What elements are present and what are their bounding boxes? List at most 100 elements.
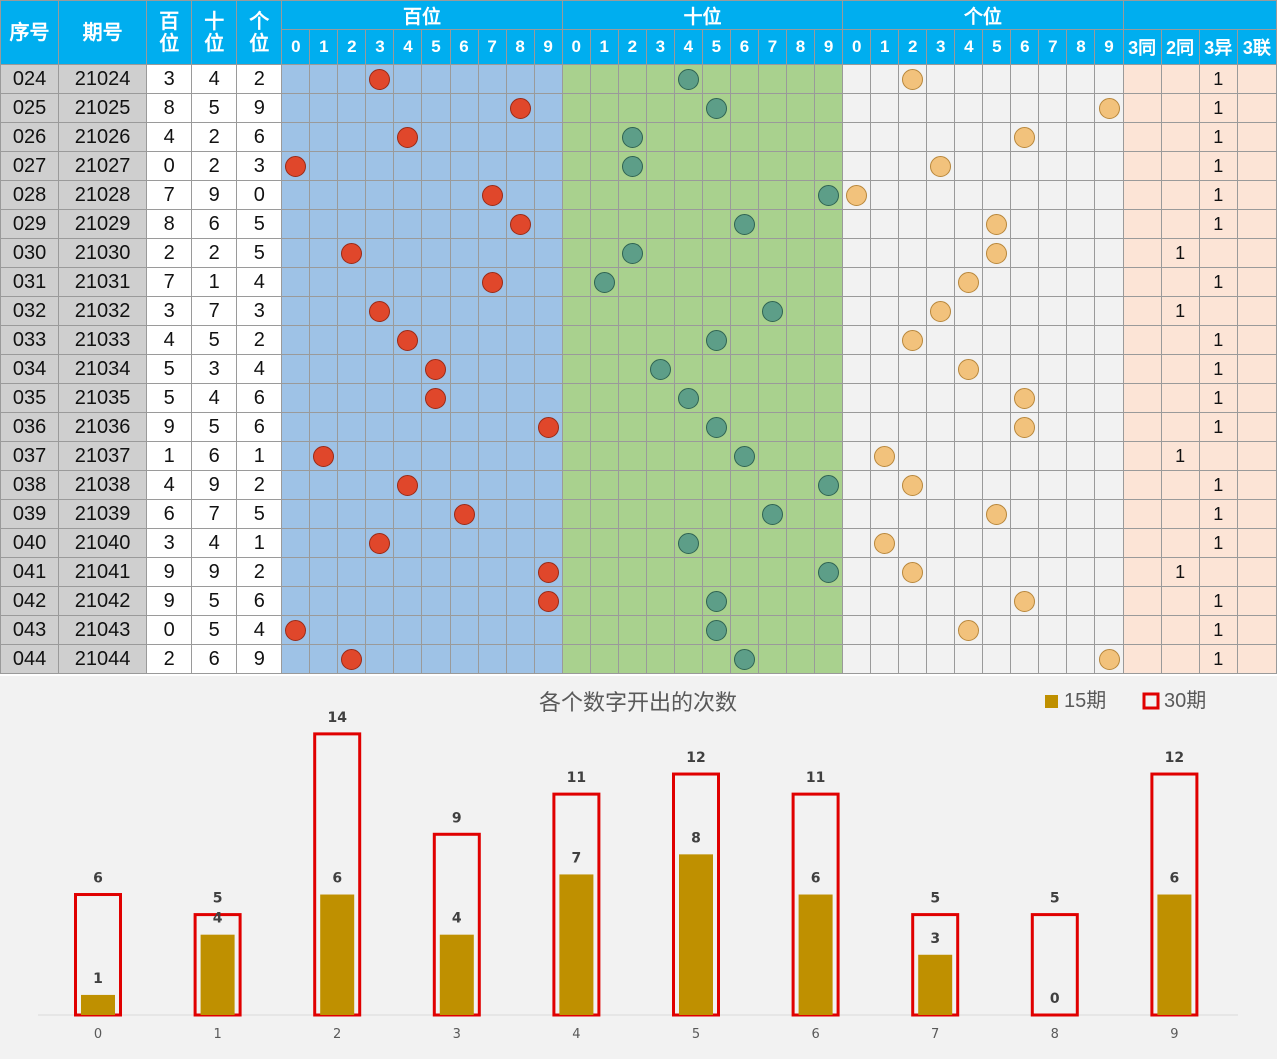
issue-cell: 21042 xyxy=(58,586,148,616)
bai-digit-cell xyxy=(365,557,395,587)
bai-digit-cell xyxy=(533,296,563,326)
ge-digit-cell xyxy=(1010,412,1040,442)
summary-cell xyxy=(1236,267,1277,297)
ge-digit-cell xyxy=(870,267,900,297)
shi-digit-cell xyxy=(617,354,647,384)
bai-digit-cell xyxy=(281,412,311,442)
bai-value-cell: 8 xyxy=(146,93,193,123)
ge-digit-cell xyxy=(954,470,984,500)
ge-ball-marker xyxy=(930,155,952,177)
shi-value-cell: 2 xyxy=(191,238,238,268)
x-tick-label: 6 xyxy=(811,1027,819,1042)
ge-digit-cell xyxy=(870,528,900,558)
summary-cell: 1 xyxy=(1198,528,1238,558)
shi-digit-cell xyxy=(785,267,816,297)
bai-digit-cell xyxy=(337,354,367,384)
ge-digit-cell xyxy=(1094,180,1124,210)
bar-chart: 各个数字开出的次数 15期 30期 6 1 0 5 4 1 14 6 2 9 4 3 11 7 4 12 8 5 1… xyxy=(38,690,1238,1042)
ge-digit-cell xyxy=(1066,644,1096,674)
shi-digit-cell xyxy=(785,499,816,529)
bai-digit-cell xyxy=(281,528,311,558)
ge-ball-marker xyxy=(846,184,868,206)
bai-digit-cell xyxy=(281,209,311,239)
ge-digit-cell xyxy=(982,296,1012,326)
issue-cell: 21033 xyxy=(58,325,148,355)
shi-digit-cell xyxy=(757,412,787,442)
shi-digit-cell xyxy=(589,267,619,297)
ge-digit-cell xyxy=(1038,238,1068,268)
shi-value-cell: 6 xyxy=(191,644,238,674)
shi-value-cell: 9 xyxy=(191,470,238,500)
ge-value-cell: 9 xyxy=(236,93,283,123)
shi-digit-cell xyxy=(589,383,619,413)
x-tick-label: 2 xyxy=(333,1027,341,1042)
summary-cell xyxy=(1236,354,1277,384)
summary-cell xyxy=(1198,238,1238,268)
bai-digit-cell xyxy=(281,499,311,529)
ge-digit-cell xyxy=(926,238,956,268)
ge-digit-cell xyxy=(842,354,872,384)
ge-value-cell: 6 xyxy=(236,383,283,413)
shi-ball-marker xyxy=(621,126,643,148)
bai-digit-cell xyxy=(337,586,367,616)
ge-ball-marker xyxy=(986,503,1008,525)
bai-ball-marker xyxy=(285,155,307,177)
summary-cell xyxy=(1236,151,1277,181)
ge-digit-cell xyxy=(982,470,1012,500)
shi-digit-cell xyxy=(785,354,816,384)
bar-15 xyxy=(439,934,474,1015)
bai-value-cell: 4 xyxy=(146,470,193,500)
seq-cell: 033 xyxy=(0,325,60,355)
ge-value-cell: 5 xyxy=(236,499,283,529)
summary-cell xyxy=(1236,296,1277,326)
bai-digit-cell xyxy=(365,441,395,471)
ge-ball-marker xyxy=(902,329,924,351)
ge-digit-cell xyxy=(1094,586,1124,616)
bai-digit-cell xyxy=(337,296,367,326)
shi-ball-marker xyxy=(621,155,643,177)
ge-value-cell: 2 xyxy=(236,470,283,500)
summary-cell xyxy=(1160,151,1200,181)
bai-digit-cell xyxy=(505,238,535,268)
ge-digit-cell xyxy=(1066,64,1096,94)
ge-digit-cell xyxy=(954,296,984,326)
ge-digit-cell xyxy=(1066,180,1096,210)
ge-digit-cell xyxy=(1066,296,1096,326)
shi-value-cell: 5 xyxy=(191,325,238,355)
bai-digit-cell xyxy=(337,122,367,152)
header-ge-digit-6: 6 xyxy=(1010,29,1040,65)
ge-value-cell: 1 xyxy=(236,441,283,471)
shi-digit-cell xyxy=(617,470,647,500)
bai-digit-cell xyxy=(393,238,423,268)
summary-cell xyxy=(1122,644,1162,674)
bai-digit-cell xyxy=(337,644,367,674)
ge-digit-cell xyxy=(870,296,900,326)
legend-swatch-30 xyxy=(1142,692,1160,710)
shi-digit-cell xyxy=(617,383,647,413)
bai-digit-cell xyxy=(477,383,507,413)
bai-digit-cell xyxy=(365,644,395,674)
ge-digit-cell xyxy=(1010,122,1040,152)
ge-digit-cell xyxy=(898,151,928,181)
x-tick-label: 0 xyxy=(94,1027,102,1042)
shi-digit-cell xyxy=(814,412,844,442)
header-ge-digit-7: 7 xyxy=(1038,29,1068,65)
table-row: 038 21038 4 9 2 1 xyxy=(0,470,1277,500)
shi-digit-cell xyxy=(645,528,675,558)
bai-digit-cell xyxy=(393,325,423,355)
ge-digit-cell xyxy=(954,64,984,94)
shi-digit-cell xyxy=(617,122,647,152)
shi-value-cell: 6 xyxy=(191,441,238,471)
issue-cell: 21024 xyxy=(58,64,148,94)
shi-digit-cell xyxy=(785,557,816,587)
bai-value-cell: 9 xyxy=(146,412,193,442)
shi-ball-marker xyxy=(677,532,699,554)
shi-digit-cell xyxy=(701,528,731,558)
shi-digit-cell xyxy=(701,93,731,123)
bai-value-cell: 6 xyxy=(146,499,193,529)
shi-digit-cell xyxy=(673,412,703,442)
summary-cell xyxy=(1122,441,1162,471)
shi-ball-marker xyxy=(705,590,727,612)
bai-digit-cell xyxy=(477,180,507,210)
